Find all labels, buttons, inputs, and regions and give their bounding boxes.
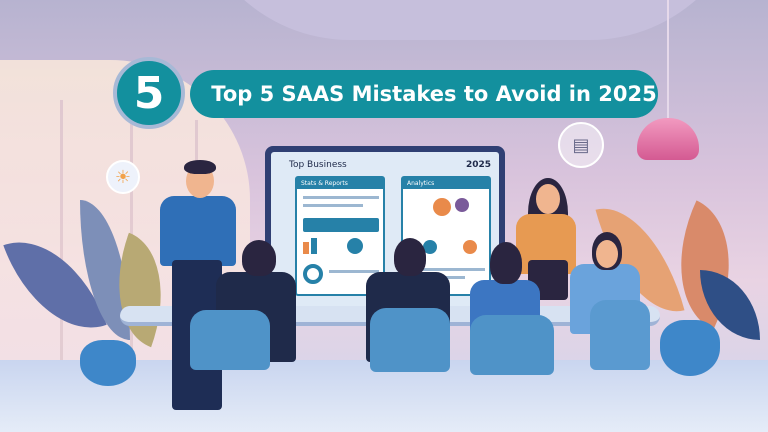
chair <box>190 310 270 370</box>
screen-year: 2025 <box>465 160 491 170</box>
document-icon: ▤ <box>558 122 604 168</box>
lamp-cord <box>667 0 669 120</box>
chair <box>470 315 554 375</box>
chair <box>590 300 650 370</box>
number-badge: 5 <box>113 57 185 129</box>
lightbulb-icon: ☀ <box>106 160 140 194</box>
chair <box>370 308 450 372</box>
pendant-lamp <box>637 118 699 160</box>
panel-left-title: Stats & Reports <box>297 178 383 189</box>
screen-title: Top Business <box>289 160 347 170</box>
banner-title: Top 5 SAAS Mistakes to Avoid in 2025 <box>211 82 657 106</box>
presentation-screen: Top Business 2025 Stats & Reports Analyt… <box>265 146 505 312</box>
title-banner: Top 5 SAAS Mistakes to Avoid in 2025 <box>190 70 658 118</box>
ceiling-arch <box>190 0 750 40</box>
panel-right-title: Analytics <box>403 178 489 189</box>
